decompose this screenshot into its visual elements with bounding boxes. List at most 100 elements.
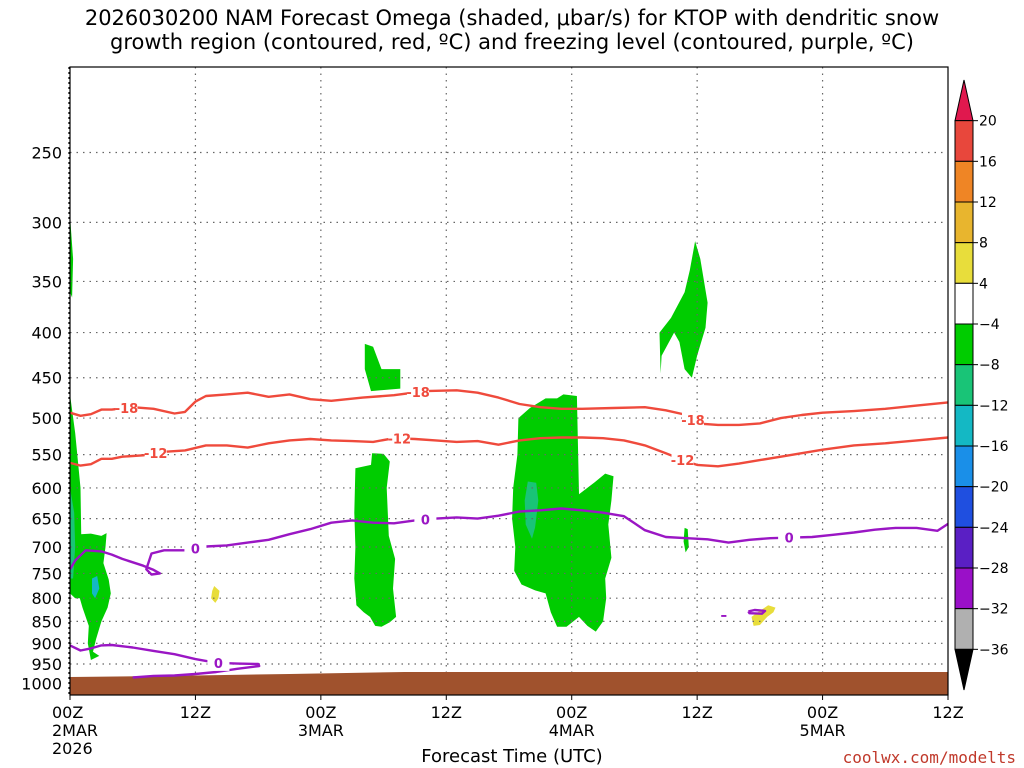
y-tick-label-650: 650 [31,510,62,529]
x-tick-date-24: 3MAR [298,721,344,740]
colorbar-swatch-5 [954,282,974,325]
x-tick-label-36: 12Z [431,703,462,722]
omega-mid-upper [364,343,401,392]
colorbar-label-9: −20 [979,480,1009,496]
colorbar-label-10: −24 [979,520,1009,536]
x-tick-year-0: 2026 [52,739,93,758]
colorbar-swatch-3 [954,201,974,244]
x-tick-label-60: 12Z [681,703,712,722]
plot-frame [69,66,949,696]
contour-freezing-lower [69,643,261,679]
colorbar-swatch-9 [954,445,974,488]
y-tick-label-850: 850 [31,612,62,631]
omega-left-top [70,215,74,298]
colorbar-label-1: 16 [979,154,997,170]
contour-layer: -18 -18 -18 -12 -12 -12 0 0 0 0 [68,384,949,679]
y-tick-label-250: 250 [31,143,62,162]
contour-dgz-minus18 [69,389,949,427]
x-tick-label-0: 00Z [52,703,83,722]
chart-title: 2026030200 NAM Forecast Omega (shaded, μ… [84,6,940,54]
colorbar-label-5: −4 [979,317,1000,333]
ground-layer [70,671,948,695]
colorbar-label-4: 4 [979,276,988,292]
omega-left-strong2 [92,576,100,599]
contour-dgz-minus12 [69,436,949,468]
colorbar-swatch-1 [954,120,974,162]
colorbar: 20 16 12 8 4 −4 −8 −12 −16 −20 −24 −28 −32 −36 [954,79,1009,691]
contour-label-bg [671,451,694,468]
colorbar-swatch-2 [954,160,974,203]
x-tick-date-72: 5MAR [800,721,846,740]
contour-label-bg [778,529,801,546]
y-tick-label-400: 400 [31,324,62,343]
ground-surface [70,671,948,695]
omega-pos-day5 [751,605,776,626]
contour-label-bg [115,399,138,416]
contour-label-freezing-upper-2: 0 [785,532,794,547]
contour-label-dgz-minus12-1: -12 [388,432,412,447]
colorbar-swatch-11 [954,526,974,569]
contour-label-bg [144,445,167,462]
x-axis-label: Forecast Time (UTC) [421,746,603,767]
contour-label-dgz-minus12-0: -12 [144,447,168,462]
y-tick-label-950: 950 [31,655,62,674]
x-tick-date-48: 4MAR [549,721,595,740]
colorbar-label-2: 12 [979,195,997,211]
colorbar-label-7: −12 [979,398,1009,414]
y-tick-label-350: 350 [31,272,62,291]
axes-layer: 250 300 350 400 450 500 550 600 650 700 750 800 850 9… [21,66,964,758]
colorbar-swatch-13 [954,608,974,650]
omega-12z-upper [659,241,708,378]
omega-pos-tiny [721,615,727,617]
y-tick-label-500: 500 [31,409,62,428]
colorbar-swatch-10 [954,486,974,528]
colorbar-swatch-4 [954,242,974,284]
contour-label-dgz-minus18-2: -18 [681,414,705,429]
contour-label-dgz-minus12-2: -12 [671,454,695,469]
y-tick-label-550: 550 [31,446,62,465]
y-tick-label-900: 900 [31,634,62,653]
y-tick-label-1000: 1000 [21,675,62,694]
y-tick-label-600: 600 [31,479,62,498]
contour-label-bg [681,412,704,429]
y-tick-label-750: 750 [31,564,62,583]
y-tick-label-700: 700 [31,538,62,557]
contour-freezing-blob [747,608,767,615]
colorbar-label-0: 20 [979,114,997,130]
omega-pos-small [211,586,220,603]
colorbar-bottom-triangle [954,648,974,691]
contour-label-dgz-minus18-0: -18 [115,402,139,417]
colorbar-label-6: −8 [979,358,1000,374]
omega-day4-main [512,394,614,632]
colorbar-swatch-12 [954,567,974,610]
y-tick-label-300: 300 [31,213,62,232]
source-credit[interactable]: coolwx.com/modelts [842,748,1016,767]
colorbar-swatch-8 [954,404,974,447]
colorbar-label-11: −28 [979,561,1009,577]
omega-left-strong [70,487,76,579]
x-tick-label-24: 00Z [305,703,336,722]
x-tick-label-48: 00Z [556,703,587,722]
y-tick-label-450: 450 [31,369,62,388]
contour-label-dgz-minus18-1: -18 [406,386,430,401]
contour-label-bg [207,654,230,671]
contour-label-freezing-upper-0: 0 [191,542,200,557]
colorbar-swatch-7 [954,364,974,406]
omega-mid-main [354,453,397,627]
colorbar-label-8: −16 [979,439,1009,455]
x-tick-label-72: 00Z [807,703,838,722]
omega-shading-layer [70,215,776,660]
contour-label-bg [184,540,207,557]
y-tick-label-800: 800 [31,589,62,608]
x-tick-label-84: 12Z [932,703,963,722]
contour-label-bg [407,384,430,401]
colorbar-label-12: −32 [979,602,1009,618]
contour-label-freezing-upper-1: 0 [421,513,430,528]
x-tick-label-12: 12Z [180,703,211,722]
colorbar-label-13: −36 [979,642,1009,658]
colorbar-label-3: 8 [979,236,988,252]
contour-label-bg [388,430,411,447]
colorbar-top-triangle [954,79,974,122]
colorbar-swatch-6 [954,323,974,366]
